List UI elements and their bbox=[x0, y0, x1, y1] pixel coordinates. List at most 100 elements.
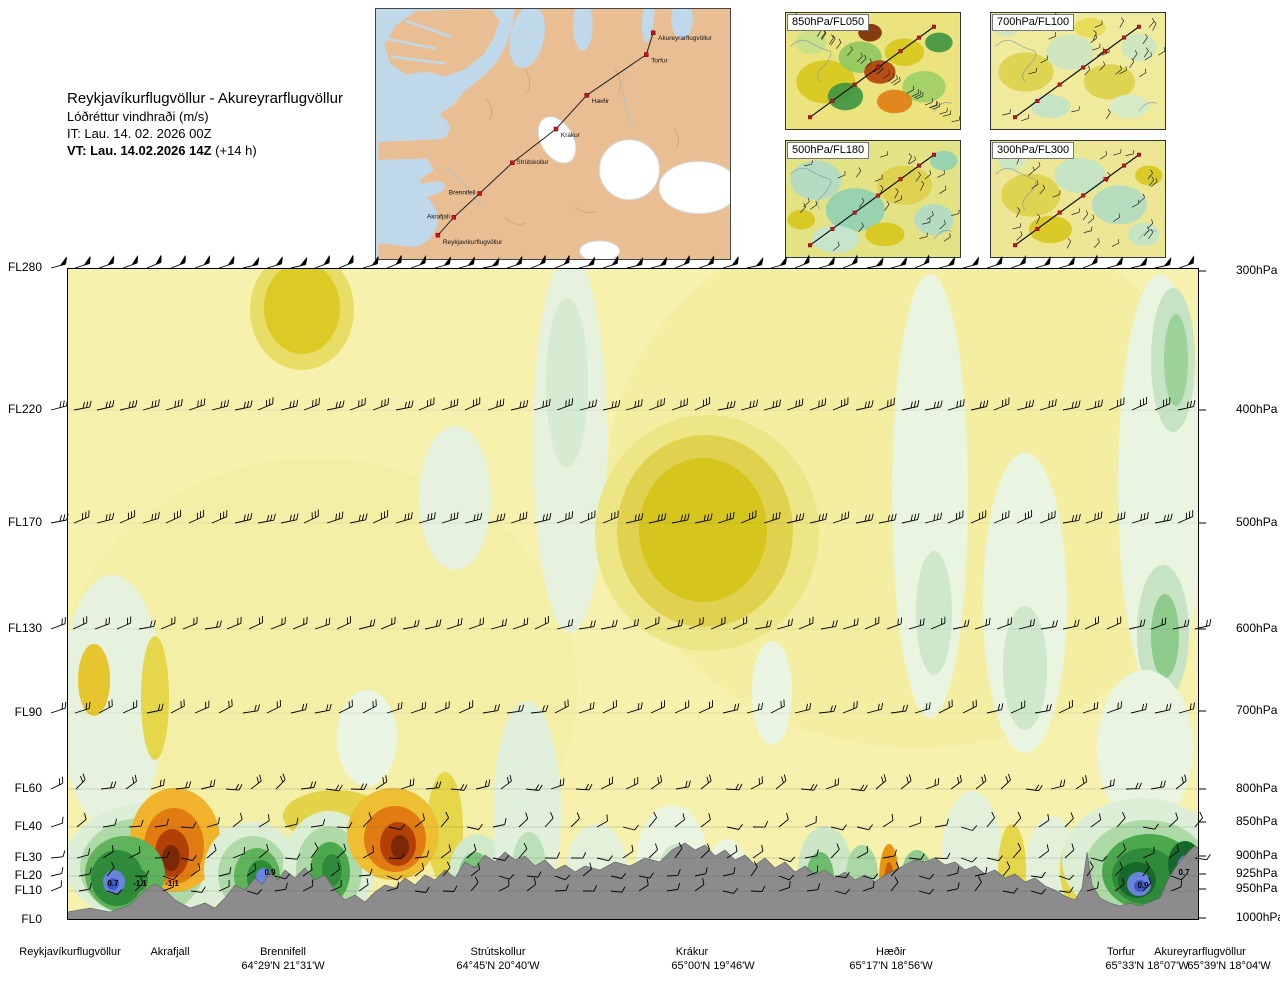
flight-level-tick-label: FL40 bbox=[14, 819, 42, 833]
panel-route-marker bbox=[830, 98, 835, 103]
terrain-profile bbox=[67, 842, 1199, 920]
panel-route-marker bbox=[1013, 115, 1018, 120]
panel-route-marker bbox=[931, 24, 936, 29]
wind-shading-contours bbox=[67, 268, 1199, 920]
station-name: Strútskollur bbox=[470, 946, 526, 958]
panel-route-marker bbox=[1081, 193, 1086, 198]
station-coords: 65°33'N 18°07'W bbox=[1105, 960, 1189, 972]
map-station-marker bbox=[650, 30, 656, 36]
extrema-value-label: -1.1 bbox=[165, 879, 179, 888]
wind-barbs bbox=[50, 255, 1212, 895]
map-station-label: Hæðir bbox=[592, 97, 610, 105]
map-station-label: Brennifell bbox=[449, 190, 476, 197]
pressure-tick-label: 300hPa bbox=[1236, 263, 1278, 277]
panel-route-marker bbox=[852, 210, 857, 215]
panel-route-marker bbox=[1136, 24, 1141, 29]
panel-route-marker bbox=[808, 243, 813, 248]
level-panel-500hpa: 500hPa/FL180 bbox=[785, 140, 961, 258]
level-panel-label: 850hPa/FL050 bbox=[787, 14, 870, 31]
panel-route-marker bbox=[1136, 152, 1141, 157]
panel-route-marker bbox=[876, 193, 881, 198]
extrema-value-label: 0.9 bbox=[264, 868, 276, 877]
flight-level-tick-label: FL90 bbox=[14, 705, 42, 719]
station-name: Torfur bbox=[1106, 946, 1136, 958]
map-station-marker bbox=[644, 52, 649, 57]
flight-level-tick-label: FL170 bbox=[7, 515, 42, 529]
panel-wind-barbs bbox=[1012, 149, 1158, 249]
pressure-tick-label: 1000hPa bbox=[1236, 910, 1280, 924]
station-coords: 65°39'N 18°04'W bbox=[1187, 960, 1271, 972]
pressure-tick-label: 400hPa bbox=[1236, 402, 1278, 416]
panel-wind-barbs bbox=[1002, 12, 1166, 122]
panel-route-marker bbox=[1103, 177, 1108, 182]
panel-route-marker bbox=[852, 82, 857, 87]
station-name: Brennifell bbox=[260, 946, 306, 958]
station-coords: 65°00'N 19°46'W bbox=[671, 960, 755, 972]
level-panel-850hpa: 850hPa/FL050 bbox=[785, 12, 961, 130]
panel-route-marker bbox=[1057, 210, 1062, 215]
panel-route-marker bbox=[808, 115, 813, 120]
pressure-tick-label: 500hPa bbox=[1236, 515, 1278, 529]
map-station-marker bbox=[510, 160, 515, 166]
panel-route-marker bbox=[1035, 226, 1040, 231]
pressure-tick-label: 900hPa bbox=[1236, 848, 1278, 862]
panel-route-marker bbox=[1103, 49, 1108, 54]
level-panel-label: 500hPa/FL180 bbox=[787, 142, 870, 159]
map-glaciers bbox=[537, 116, 740, 262]
panel-route-marker bbox=[876, 65, 881, 70]
pressure-tick-label: 800hPa bbox=[1236, 781, 1278, 795]
map-station-marker bbox=[435, 232, 441, 238]
map-station-marker bbox=[553, 126, 559, 132]
panel-route-marker bbox=[1057, 82, 1062, 87]
station-name: Akureyrarflugvöllur bbox=[1154, 946, 1246, 958]
init-time: IT: Lau. 14. 02. 2026 00Z bbox=[67, 126, 212, 141]
panel-route-marker bbox=[898, 177, 903, 182]
map-station-label: Krákur bbox=[561, 132, 581, 139]
station-name: Akrafjall bbox=[150, 946, 190, 958]
map-station-marker bbox=[451, 215, 457, 220]
iceland-map: Reykjavíkurflugvöllur Akrafjall Brennifell… bbox=[362, 0, 740, 262]
flight-level-tick-label: FL60 bbox=[14, 781, 42, 795]
valid-time-main: VT: Lau. 14.02.2026 14Z bbox=[67, 143, 212, 158]
chart-header: Reykjavíkurflugvöllur - Akureyrarflugvöl… bbox=[67, 89, 343, 159]
level-panel-label: 300hPa/FL300 bbox=[992, 142, 1075, 159]
plot-border bbox=[67, 268, 1199, 920]
panel-route-marker bbox=[917, 35, 922, 40]
flight-level-tick-label: FL0 bbox=[21, 912, 42, 926]
cross-section-chart: 0.7 -1.1 -1.1 0.9 0.9 0.7 bbox=[50, 254, 1212, 920]
pressure-tick-label: 600hPa bbox=[1236, 621, 1278, 635]
panel-route-marker bbox=[1122, 163, 1127, 168]
flight-level-tick-label: FL30 bbox=[14, 850, 42, 864]
flight-level-tick-label: FL220 bbox=[7, 402, 42, 416]
flight-level-tick-label: FL130 bbox=[7, 621, 42, 635]
flight-level-tick-label: FL10 bbox=[14, 883, 42, 897]
map-station-label: Reykjavíkurflugvöllur bbox=[443, 239, 503, 246]
route-line-and-stations: Reykjavíkurflugvöllur Akrafjall Brennifell… bbox=[427, 30, 713, 246]
map-station-marker bbox=[584, 93, 589, 98]
panel-route-marker bbox=[931, 152, 936, 157]
level-panel-300hpa: 300hPa/FL300 bbox=[990, 140, 1166, 258]
route-title: Reykjavíkurflugvöllur - Akureyrarflugvöl… bbox=[67, 90, 343, 107]
pressure-tick-label: 700hPa bbox=[1236, 703, 1278, 717]
panel-route-marker bbox=[830, 226, 835, 231]
map-station-label: Akureyrarflugvöllur bbox=[658, 35, 713, 42]
flight-level-tick-label: FL280 bbox=[7, 260, 42, 274]
valid-time-offset: (+14 h) bbox=[211, 143, 257, 158]
station-name: Krákur bbox=[675, 946, 709, 958]
panel-route-marker bbox=[1081, 65, 1086, 70]
pressure-tick-label: 850hPa bbox=[1236, 814, 1278, 828]
level-panel-700hpa: 700hPa/FL100 bbox=[990, 12, 1166, 130]
extrema-value-label: 0.7 bbox=[107, 879, 119, 888]
panel-route-marker bbox=[1122, 35, 1127, 40]
pressure-tick-label: 925hPa bbox=[1236, 866, 1278, 880]
station-name: Reykjavíkurflugvöllur bbox=[19, 946, 121, 958]
station-name: Hæðir bbox=[876, 946, 906, 958]
flight-level-tick-label: FL20 bbox=[14, 868, 42, 882]
valid-time: VT: Lau. 14.02.2026 14Z (+14 h) bbox=[67, 142, 343, 159]
route-overview-map: Reykjavíkurflugvöllur Akrafjall Brennifell… bbox=[362, 0, 740, 262]
map-station-marker bbox=[477, 191, 482, 196]
extrema-value-label: -1.1 bbox=[133, 879, 147, 888]
map-station-label: Akrafjall bbox=[427, 213, 450, 220]
extrema-value-label: 0.7 bbox=[1178, 868, 1190, 877]
panel-route-marker bbox=[917, 163, 922, 168]
